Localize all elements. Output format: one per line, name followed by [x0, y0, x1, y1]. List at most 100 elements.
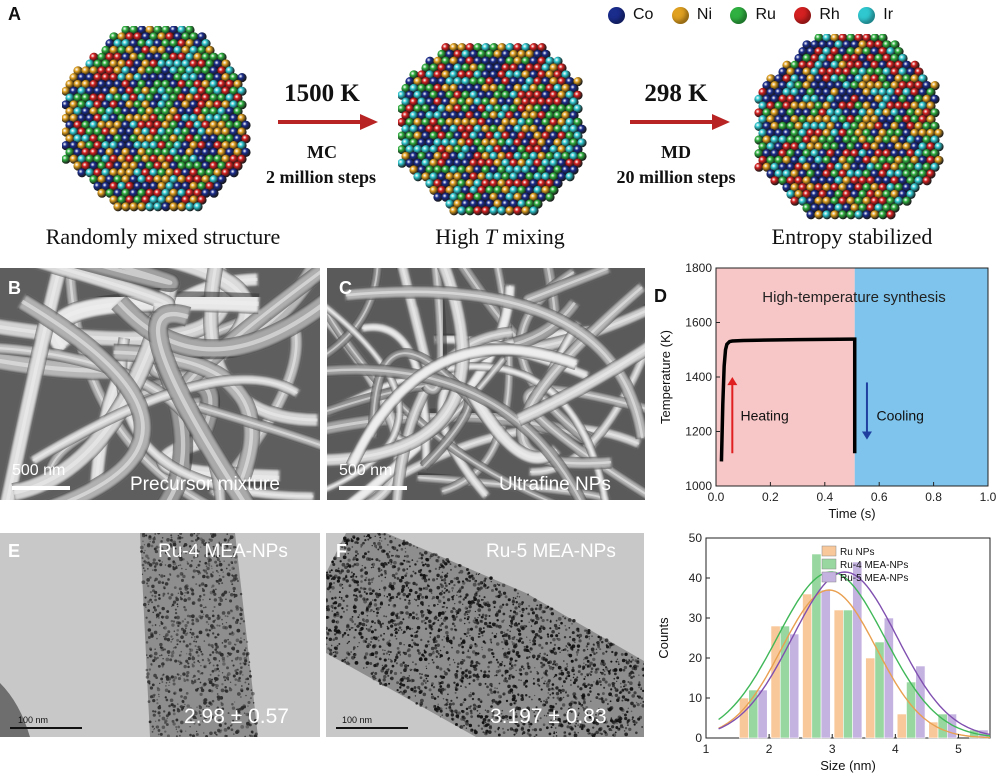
- atom-icon: [477, 104, 487, 114]
- atom-icon: [549, 185, 559, 195]
- atom-icon: [778, 121, 788, 131]
- atom-icon: [93, 154, 103, 164]
- atom-icon: [497, 56, 507, 66]
- atom-icon: [93, 127, 103, 137]
- atom-icon: [798, 87, 808, 97]
- atom-icon: [521, 70, 531, 80]
- arrow2-icon: [630, 114, 730, 130]
- atom-icon: [65, 120, 75, 130]
- atom-icon: [193, 107, 203, 117]
- atom-icon: [101, 141, 111, 151]
- atom-icon: [918, 87, 928, 97]
- atom-icon: [141, 86, 151, 96]
- atom-icon: [790, 128, 800, 138]
- atom-icon: [557, 145, 567, 155]
- atom-icon: [826, 203, 836, 213]
- atom-icon: [778, 149, 788, 159]
- atom-icon: [537, 97, 547, 107]
- atom-icon: [417, 124, 427, 134]
- atom-icon: [77, 73, 87, 83]
- atom-icon: [429, 131, 439, 141]
- atom-icon: [906, 162, 916, 172]
- y-tick-label: 1000: [685, 479, 712, 493]
- atom-icon: [161, 52, 171, 62]
- atom-icon: [894, 47, 904, 57]
- atom-icon: [826, 121, 836, 131]
- atom-icon: [878, 128, 888, 138]
- atom-icon: [489, 206, 499, 216]
- atom-icon: [525, 145, 535, 155]
- atom-icon: [457, 83, 467, 93]
- atom-icon: [854, 169, 864, 179]
- atom-icon: [485, 185, 495, 195]
- atom-icon: [549, 63, 559, 73]
- atom-icon: [541, 90, 551, 100]
- atom-icon: [814, 183, 824, 193]
- bar-ru-5-mea-nps: [820, 589, 831, 739]
- atom-icon: [910, 101, 920, 111]
- atom-icon: [906, 149, 916, 159]
- atom-icon: [137, 134, 147, 144]
- bar-ru-nps: [770, 625, 781, 739]
- atom-icon: [513, 206, 523, 216]
- atom-icon: [501, 172, 511, 182]
- atom-icon: [794, 81, 804, 91]
- atom-icon: [209, 134, 219, 144]
- atom-icon: [73, 147, 83, 157]
- atom-icon: [121, 147, 131, 157]
- atom-icon: [237, 86, 247, 96]
- atom-icon: [113, 79, 123, 89]
- atom-icon: [177, 107, 187, 117]
- atom-icon: [509, 117, 519, 127]
- atom-icon: [878, 210, 888, 220]
- atom-icon: [237, 73, 247, 83]
- atom-icon: [806, 142, 816, 152]
- atom-icon: [525, 63, 535, 73]
- atom-icon: [461, 90, 471, 100]
- atom-icon: [569, 83, 579, 93]
- atom-icon: [477, 185, 487, 195]
- atom-icon: [109, 73, 119, 83]
- atom-icon: [129, 39, 139, 49]
- sem-image-precursor: B 500 nm Precursor mixture: [0, 268, 320, 500]
- atom-icon: [830, 155, 840, 165]
- atom-icon: [902, 196, 912, 206]
- atom-icon: [878, 115, 888, 125]
- atom-icon: [437, 49, 447, 59]
- atom-icon: [469, 199, 479, 209]
- atom-icon: [814, 101, 824, 111]
- bar-ru-nps: [896, 713, 907, 739]
- atom-icon: [529, 111, 539, 121]
- atom-icon: [469, 131, 479, 141]
- atom-icon: [870, 101, 880, 111]
- atom-icon: [137, 52, 147, 62]
- atom-icon: [93, 113, 103, 123]
- atom-icon: [145, 175, 155, 185]
- atom-icon: [822, 101, 832, 111]
- atom-icon: [862, 33, 872, 43]
- atom-icon: [73, 107, 83, 117]
- atom-icon: [782, 155, 792, 165]
- atom-icon: [529, 97, 539, 107]
- atom-icon: [449, 151, 459, 161]
- atom-icon: [137, 66, 147, 76]
- atom-icon: [225, 107, 235, 117]
- atom-icon: [854, 155, 864, 165]
- atom-icon: [133, 181, 143, 191]
- atom-icon: [201, 66, 211, 76]
- atom-icon: [565, 77, 575, 87]
- atom-icon: [397, 117, 407, 127]
- atom-icon: [866, 53, 876, 63]
- atom-icon: [493, 90, 503, 100]
- atom-icon: [854, 210, 864, 220]
- atom-icon: [181, 113, 191, 123]
- atom-icon: [161, 175, 171, 185]
- atom-icon: [461, 63, 471, 73]
- atom-icon: [441, 70, 451, 80]
- atom-icon: [213, 73, 223, 83]
- atom-icon: [153, 25, 163, 35]
- atom-icon: [533, 49, 543, 59]
- atom-icon: [425, 83, 435, 93]
- atom-icon: [165, 45, 175, 55]
- atom-icon: [794, 176, 804, 186]
